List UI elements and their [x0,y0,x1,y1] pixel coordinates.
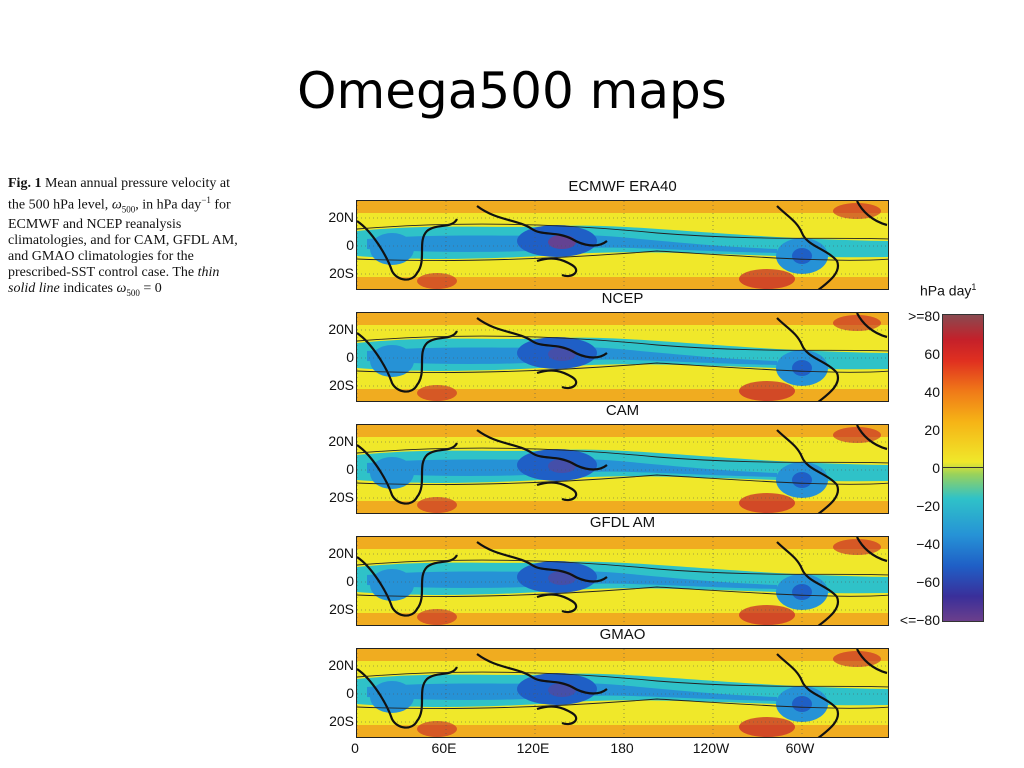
panel-title-ncep: NCEP [601,290,644,307]
lat-label-20n: 20N [328,321,354,337]
map-image-gfdl [357,537,888,625]
map-panel-ncep [356,312,889,402]
map-image-gmao [357,649,888,737]
colorbar-title: hPa day1 [920,282,976,299]
caption-text-5: = 0 [139,281,162,297]
map-panel-ecmwf [356,200,889,290]
caption-omega-2: ω [116,281,127,297]
lat-label-20n: 20N [328,657,354,673]
colorbar-label-neg60: −60 [916,574,940,590]
lon-label-120e: 120E [516,740,550,756]
lon-label-120w: 120W [692,740,730,756]
map-image-ncep [357,313,888,401]
colorbar-label-20: 20 [924,422,940,438]
caption-text-4: indicates [59,281,117,297]
colorbar-label-60: 60 [924,346,940,362]
lat-label-20n: 20N [328,433,354,449]
colorbar-label-max: >=80 [908,308,940,324]
lat-label-0: 0 [346,461,354,477]
panel-title-cam: CAM [605,402,640,419]
map-image-ecmwf [357,201,888,289]
lon-label-0: 0 [351,740,359,756]
lat-label-20n: 20N [328,209,354,225]
colorbar-title-sup: 1 [971,282,977,292]
lat-label-0: 0 [346,685,354,701]
lon-label-60e: 60E [431,740,457,756]
figure-caption: Fig. 1 Mean annual pressure velocity at … [8,176,248,301]
lat-label-0: 0 [346,237,354,253]
panel-title-ecmwf: ECMWF ERA40 [568,178,677,195]
lat-label-0: 0 [346,349,354,365]
map-image-cam [357,425,888,513]
panel-title-gmao: GMAO [599,626,646,643]
lon-label-180: 180 [610,740,634,756]
lon-label-60w: 60W [785,740,815,756]
map-panel-gfdl [356,536,889,626]
caption-omega: ω [111,197,122,213]
lat-label-0: 0 [346,573,354,589]
slide-title: Omega500 maps [297,62,727,120]
colorbar-label-40: 40 [924,384,940,400]
colorbar-label-neg20: −20 [916,498,940,514]
map-panel-gmao [356,648,889,738]
colorbar-label-min: <=−80 [899,612,940,628]
caption-exp: −1 [201,195,211,205]
caption-italic: thin solid line [8,265,220,297]
omega500-figure: ECMWF ERA40 20N 0 20S NCEP 20N 0 20S CAM… [300,172,1010,768]
caption-text-1: Mean annual pressure velocity at the 500… [8,176,230,213]
lat-label-20s: 20S [329,489,354,505]
lat-label-20s: 20S [329,601,354,617]
caption-omega-sub: 500 [121,204,136,215]
lat-label-20n: 20N [328,545,354,561]
colorbar [942,314,984,622]
map-panel-cam [356,424,889,514]
panel-title-gfdl: GFDL AM [589,514,656,531]
lat-label-20s: 20S [329,377,354,393]
lat-label-20s: 20S [329,265,354,281]
caption-omega-sub-2: 500 [126,288,140,299]
caption-fig-label: Fig. 1 [8,176,42,191]
colorbar-label-neg40: −40 [916,536,940,552]
caption-text-2: , in hPa day [135,197,202,213]
colorbar-title-text: hPa day [920,282,972,299]
caption-text-3: for ECMWF and NCEP reanalysis climatolog… [8,197,238,281]
lat-label-20s: 20S [329,713,354,729]
colorbar-label-0: 0 [932,460,940,476]
colorbar-zero-line [942,467,984,468]
